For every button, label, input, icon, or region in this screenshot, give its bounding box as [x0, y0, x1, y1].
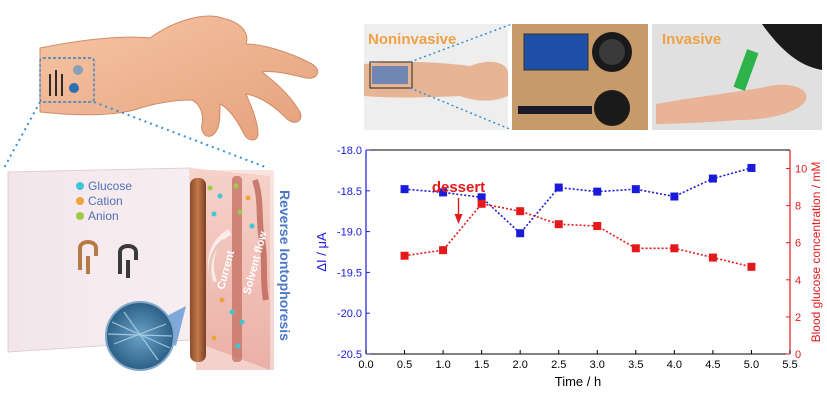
y-left-tick-label: -18.5: [337, 186, 362, 198]
y-left-axis-label: ΔI / μA: [314, 232, 329, 272]
y-right-axis-label: Blood glucose concentration / mM: [809, 162, 823, 343]
photo-zoom-lines: [409, 23, 513, 131]
x-tick-label: 3.5: [628, 359, 643, 371]
nanofiber-magnified-circle: [105, 301, 175, 371]
invasive-label: Invasive: [662, 31, 721, 48]
y-left-tick-label: -18.0: [337, 145, 362, 157]
legend-cation-label: Cation: [88, 194, 123, 208]
current-point: [670, 192, 679, 201]
glucose-point: [631, 244, 640, 253]
series-current-line: [404, 167, 752, 235]
x-tick-label: 3.0: [590, 359, 605, 371]
glucose-point: [670, 244, 679, 253]
y-right-tick-label: 10: [795, 164, 807, 176]
y-right-tick-label: 8: [795, 201, 801, 213]
ion-dots: [207, 183, 255, 349]
glucose-point: [554, 220, 563, 229]
photo-noninvasive-arm: [364, 24, 508, 130]
skin-schematic: [7, 167, 274, 371]
zoom-lines: [3, 101, 269, 169]
y-left-tick-label: -19.5: [337, 267, 362, 279]
y-right-tick-label: 2: [795, 312, 801, 324]
glucose-point: [516, 207, 525, 216]
x-tick-label: 0.0: [358, 359, 373, 371]
y-right-tick-label: 6: [795, 238, 801, 250]
glucose-point: [400, 251, 409, 260]
glucose-point: [439, 246, 448, 255]
legend-glucose-label: Glucose: [88, 179, 132, 193]
current-point: [439, 188, 448, 197]
current-point: [400, 185, 409, 194]
x-tick-label: 1.0: [435, 359, 450, 371]
glucose-chart: 0.0 0.5 1.0 1.5 2.0 2.5 3.0 3.5 4.0 4.5 5.0 5.5 -20.…: [314, 145, 823, 389]
glucose-point: [708, 253, 717, 262]
schematic-legend: Glucose Cation Anion: [76, 179, 132, 223]
current-point: [554, 183, 563, 192]
x-tick-label: 0.5: [397, 359, 412, 371]
x-tick-label: 4.5: [705, 359, 720, 371]
dessert-annotation: dessert: [432, 179, 485, 196]
x-tick-label: 2.5: [551, 359, 566, 371]
electrode-right: [118, 244, 138, 278]
glucose-point: [593, 222, 602, 231]
current-point: [708, 174, 717, 183]
noninvasive-label: Noninvasive: [368, 31, 456, 48]
series-glucose-line: [404, 202, 752, 268]
legend-cation-dot: [76, 197, 84, 205]
x-axis-label: Time / h: [555, 374, 601, 389]
x-tick-label: 4.0: [667, 359, 682, 371]
y-left-tick-label: -20.5: [337, 349, 362, 361]
dessert-arrow-head: [454, 214, 463, 224]
current-point: [593, 187, 602, 196]
photo-invasive-finger: [652, 24, 822, 130]
x-tick-label: 2.0: [513, 359, 528, 371]
x-tick-label: 5.0: [744, 359, 759, 371]
x-tick-label: 5.5: [782, 359, 797, 371]
current-point: [631, 185, 640, 194]
y-left-tick-label: -19.0: [337, 227, 362, 239]
x-tick-label: 1.5: [474, 359, 489, 371]
y-right-tick-label: 0: [795, 349, 801, 361]
glucose-point: [477, 199, 486, 208]
glucose-point: [747, 262, 756, 271]
legend-anion-dot: [76, 212, 84, 220]
y-right-tick-label: 4: [795, 275, 801, 287]
reverse-iontophoresis-label: Reverse Iontophoresis: [277, 190, 293, 341]
current-point: [477, 193, 486, 202]
sensor-patch: [39, 57, 95, 103]
electrode-left: [78, 240, 98, 274]
y-left-tick-label: -20.0: [337, 308, 362, 320]
legend-anion-label: Anion: [88, 209, 119, 223]
photo-sensor-closeup: [512, 24, 648, 130]
current-point: [516, 229, 525, 238]
hand-illustration: [39, 15, 319, 141]
current-point: [747, 163, 756, 172]
legend-glucose-dot: [76, 182, 84, 190]
